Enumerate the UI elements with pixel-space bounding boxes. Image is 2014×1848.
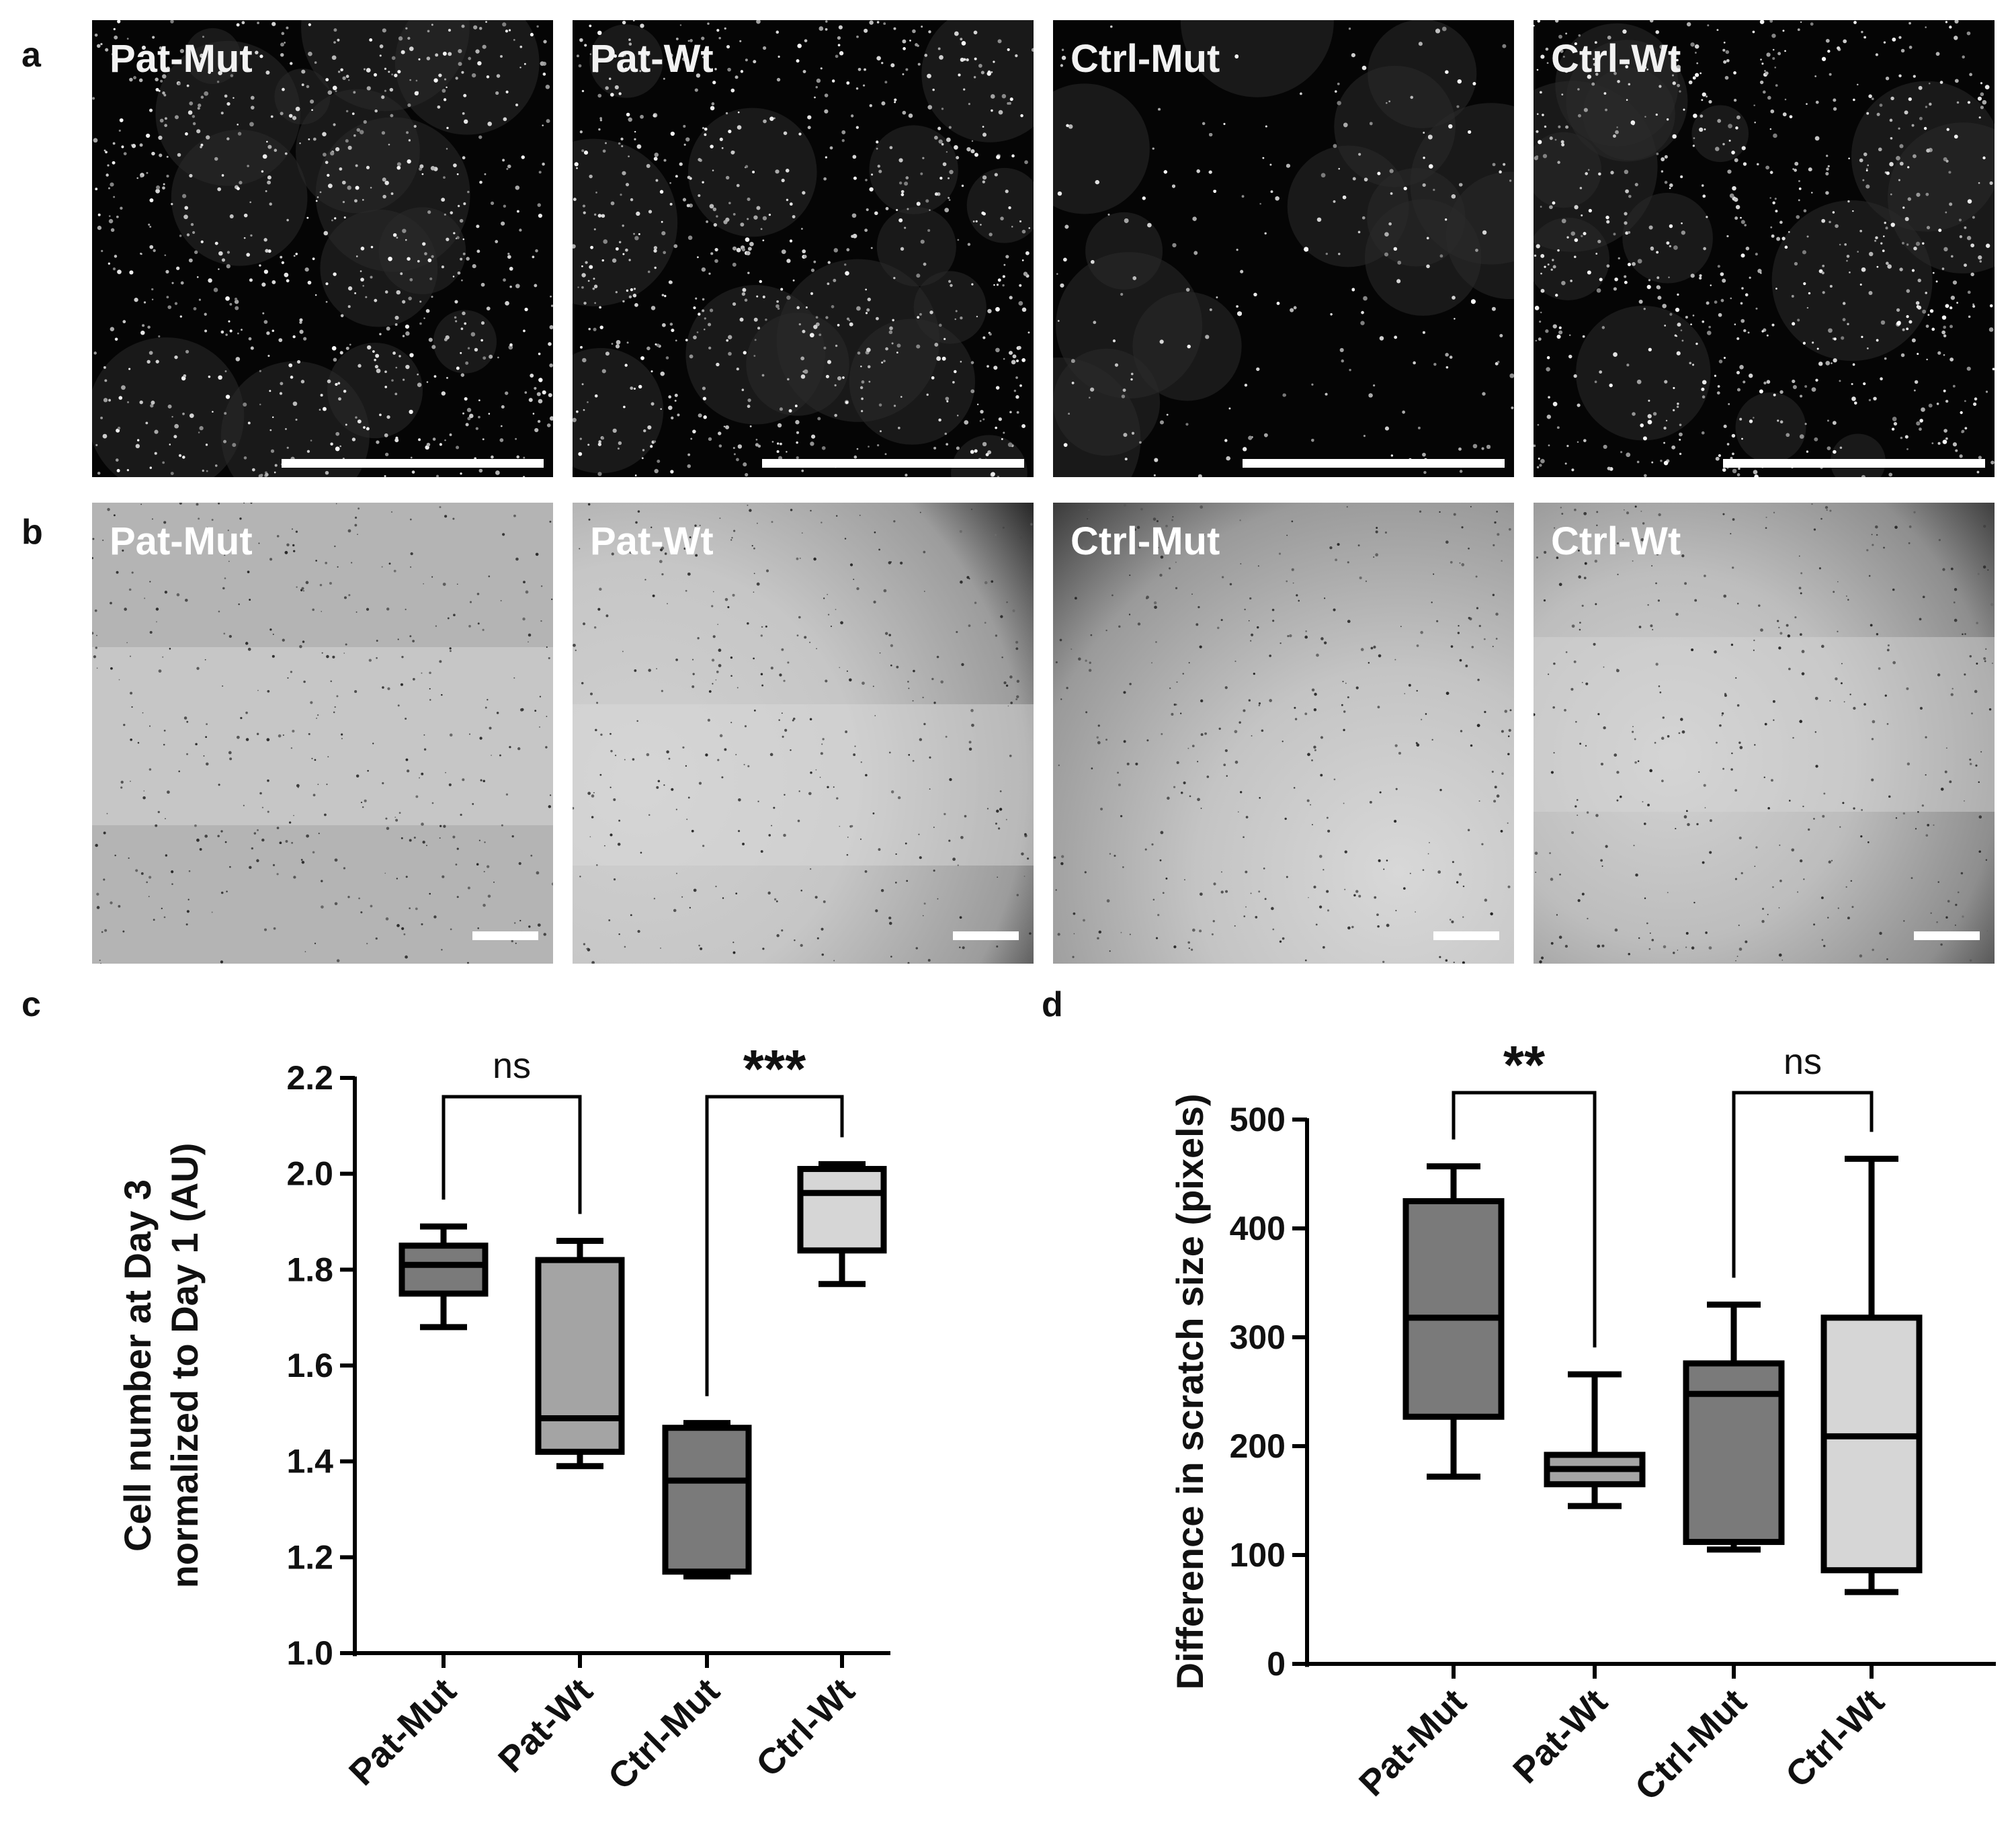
bracket-line [442, 1095, 582, 1214]
iqr-box [398, 1243, 489, 1297]
x-category-label: Pat-Mut [341, 1671, 464, 1793]
y-axis-label-line2: normalized to Day 1 (AU) [163, 1143, 206, 1589]
significance-label: *** [743, 1039, 806, 1099]
y-tick-label: 1.4 [286, 1443, 333, 1480]
y-tick-label: 200 [1230, 1427, 1286, 1465]
brightfield-image-ctrl-mut: Ctrl-Mut [1053, 503, 1514, 964]
y-axis-label-line1: Cell number at Day 3 [116, 1179, 159, 1552]
scale-bar [1243, 459, 1505, 468]
scale-bar [282, 459, 544, 468]
y-tick-label: 500 [1230, 1101, 1286, 1138]
fluorescence-image-pat-wt: Pat-Wt [573, 20, 1034, 477]
iqr-box [662, 1425, 752, 1575]
box-pat-wt [1544, 1371, 1646, 1509]
brightfield-image-pat-mut: Pat-Mut [92, 503, 553, 964]
x-category-label: Ctrl-Wt [1778, 1681, 1892, 1796]
significance-bracket: ** [1452, 1035, 1597, 1348]
image-label: Pat-Wt [590, 37, 714, 81]
y-tick-label: 0 [1267, 1645, 1286, 1683]
y-tick-label: 1.8 [286, 1251, 333, 1288]
scale-bar [953, 931, 1019, 940]
iqr-box [535, 1257, 625, 1455]
image-label: Pat-Wt [590, 519, 714, 563]
fluorescence-image-ctrl-wt: Ctrl-Wt [1534, 20, 1995, 477]
x-category-label: Pat-Wt [491, 1671, 600, 1780]
speckle-texture [1053, 20, 1514, 477]
scale-bar [472, 931, 538, 940]
y-tick-label: 400 [1230, 1210, 1286, 1247]
y-axis-label: Difference in scratch size (pixels) [1169, 1093, 1211, 1689]
box-pat-mut [1402, 1163, 1505, 1480]
significance-bracket: *** [705, 1039, 844, 1396]
panel-letter-d: d [1042, 985, 1063, 1024]
panel-letter-a: a [22, 36, 41, 75]
y-tick-label: 2.0 [286, 1155, 333, 1193]
image-label: Ctrl-Mut [1071, 37, 1220, 81]
x-category-label: Pat-Mut [1351, 1681, 1474, 1804]
significance-bracket: ns [1732, 1042, 1874, 1278]
box-pat-wt [535, 1238, 625, 1470]
x-category-label: Ctrl-Mut [601, 1671, 728, 1798]
significance-bracket: ns [442, 1046, 582, 1214]
scale-bar [1914, 931, 1980, 940]
bracket-line [1452, 1091, 1597, 1348]
box-ctrl-wt [1820, 1155, 1923, 1595]
iqr-box [797, 1166, 887, 1254]
speckle-texture [92, 503, 553, 964]
y-tick-label: 1.6 [286, 1347, 333, 1384]
image-label: Ctrl-Wt [1551, 37, 1681, 81]
scale-bar [1723, 459, 1985, 468]
image-label: Pat-Mut [110, 37, 253, 81]
y-tick-label: 300 [1230, 1318, 1286, 1356]
box-ctrl-mut [1683, 1301, 1785, 1553]
y-tick-label: 2.2 [286, 1059, 333, 1097]
speckle-texture [573, 20, 1034, 477]
panel-letter-b: b [22, 513, 43, 552]
scratch-gap [92, 647, 553, 825]
speckle-texture [1053, 503, 1512, 964]
y-tick-label: 1.0 [286, 1634, 333, 1672]
image-label: Ctrl-Wt [1551, 519, 1681, 563]
fluorescence-image-ctrl-mut: Ctrl-Mut [1053, 20, 1514, 477]
brightfield-image-ctrl-wt: Ctrl-Wt [1534, 503, 1995, 964]
speckle-texture [573, 503, 1033, 964]
significance-label: ** [1503, 1035, 1546, 1095]
scratch-gap [1534, 637, 1995, 812]
bracket-line [1732, 1091, 1874, 1278]
image-label: Ctrl-Mut [1071, 519, 1220, 563]
significance-label: ns [493, 1046, 531, 1086]
box-plot-scratch-size: 0 100 200 300 400 500 Difference in scratch si… [1169, 1035, 1996, 1808]
y-tick-label: 1.2 [286, 1538, 333, 1576]
box-ctrl-wt [797, 1161, 887, 1288]
scale-bar [762, 459, 1024, 468]
box-plot-cell-number: 1.0 1.2 1.4 1.6 1.8 2.0 2.2 Cell number at Day … [116, 1039, 890, 1798]
speckle-texture [1534, 503, 1995, 964]
speckle-texture [92, 20, 553, 477]
y-axis-label: Cell number at Day 3 normalized to Day 1 … [116, 1143, 206, 1589]
panel-letter-c: c [22, 985, 41, 1024]
scale-bar [1433, 931, 1499, 940]
scratch-gap [573, 704, 1034, 866]
box-pat-mut [398, 1223, 489, 1331]
iqr-box [1820, 1314, 1923, 1574]
speckle-texture [1534, 20, 1995, 477]
image-label: Pat-Mut [110, 519, 253, 563]
iqr-box [1683, 1360, 1785, 1546]
iqr-box [1402, 1198, 1505, 1420]
x-category-label: Ctrl-Wt [749, 1671, 863, 1785]
significance-label: ns [1784, 1042, 1822, 1082]
fluorescence-image-pat-mut: Pat-Mut [92, 20, 553, 477]
box-ctrl-mut [662, 1420, 752, 1580]
x-category-label: Pat-Wt [1505, 1681, 1615, 1791]
bracket-line [705, 1095, 844, 1396]
brightfield-image-pat-wt: Pat-Wt [573, 503, 1034, 964]
x-category-label: Ctrl-Mut [1628, 1681, 1755, 1808]
y-tick-label: 100 [1230, 1536, 1286, 1574]
